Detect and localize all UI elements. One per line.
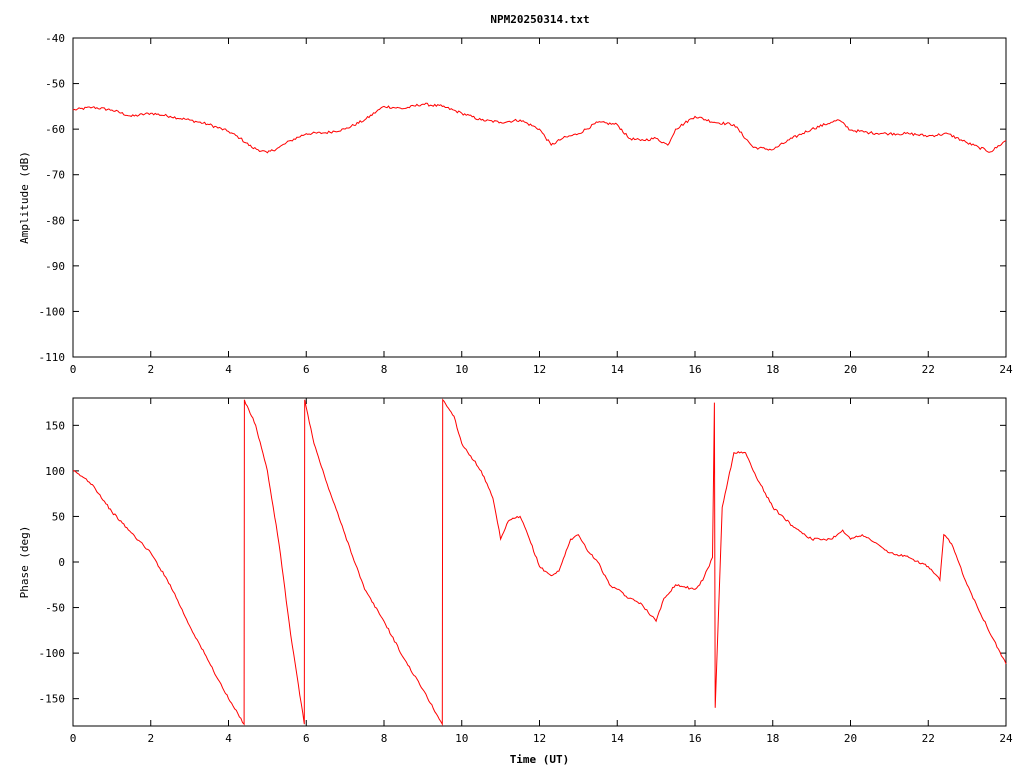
x-tick-label: 2 xyxy=(147,363,154,376)
y-tick-label: 0 xyxy=(58,556,65,569)
phase-plot-frame xyxy=(72,397,1007,727)
x-tick-label: 14 xyxy=(611,732,625,745)
x-tick-label: 22 xyxy=(922,363,935,376)
y-tick-label: 150 xyxy=(45,419,65,432)
x-tick-label: 4 xyxy=(225,363,232,376)
amplitude-panel: 0 2 4 6 8 10 12 14 16 18 20 22 24-40-50-60-70-80-90-… xyxy=(18,32,1013,376)
amplitude-series-line xyxy=(72,102,1007,154)
y-tick-label: -100 xyxy=(39,647,66,660)
y-tick-label: -60 xyxy=(45,123,65,136)
y-tick-label: -90 xyxy=(45,260,65,273)
amplitude-ticks: 0 2 4 6 8 10 12 14 16 18 20 22 24-40-50-60-70-80-90-… xyxy=(39,32,1013,376)
y-tick-label: -50 xyxy=(45,602,65,615)
x-tick-label: 18 xyxy=(766,363,779,376)
phase-y-axis-label: Phase (deg) xyxy=(18,526,31,599)
x-tick-label: 8 xyxy=(381,732,388,745)
y-tick-label: 50 xyxy=(52,510,65,523)
x-tick-label: 8 xyxy=(381,363,388,376)
phase-panel: 0 2 4 6 8 10 12 14 16 18 20 22 24150100500-50-100-15… xyxy=(18,397,1013,766)
y-tick-label: 100 xyxy=(45,465,65,478)
x-tick-label: 20 xyxy=(844,363,857,376)
y-tick-label: -40 xyxy=(45,32,65,45)
x-tick-label: 6 xyxy=(303,363,310,376)
y-tick-label: -80 xyxy=(45,214,65,227)
x-tick-label: 4 xyxy=(225,732,232,745)
y-tick-label: -50 xyxy=(45,78,65,91)
x-tick-label: 24 xyxy=(999,363,1013,376)
x-tick-label: 0 xyxy=(70,732,77,745)
x-tick-label: 0 xyxy=(70,363,77,376)
x-tick-label: 16 xyxy=(688,363,701,376)
x-tick-label: 6 xyxy=(303,732,310,745)
y-tick-label: -110 xyxy=(39,351,66,364)
y-tick-label: -100 xyxy=(39,305,66,318)
x-tick-label: 22 xyxy=(922,732,935,745)
y-tick-label: -150 xyxy=(39,693,66,706)
amplitude-y-axis-label: Amplitude (dB) xyxy=(18,151,31,244)
x-tick-label: 16 xyxy=(688,732,701,745)
amplitude-plot-frame xyxy=(72,37,1007,358)
chart-title: NPM20250314.txt xyxy=(490,13,589,26)
x-tick-label: 24 xyxy=(999,732,1013,745)
phase-series-line xyxy=(72,398,1007,727)
x-tick-label: 20 xyxy=(844,732,857,745)
phase-ticks: 0 2 4 6 8 10 12 14 16 18 20 22 24150100500-50-100-15… xyxy=(39,398,1013,745)
x-tick-label: 12 xyxy=(533,363,546,376)
x-tick-label: 10 xyxy=(455,363,468,376)
time-x-axis-label: Time (UT) xyxy=(510,753,570,766)
x-tick-label: 2 xyxy=(147,732,154,745)
x-tick-label: 12 xyxy=(533,732,546,745)
x-tick-label: 14 xyxy=(611,363,625,376)
x-tick-label: 10 xyxy=(455,732,468,745)
y-tick-label: -70 xyxy=(45,169,65,182)
x-tick-label: 18 xyxy=(766,732,779,745)
